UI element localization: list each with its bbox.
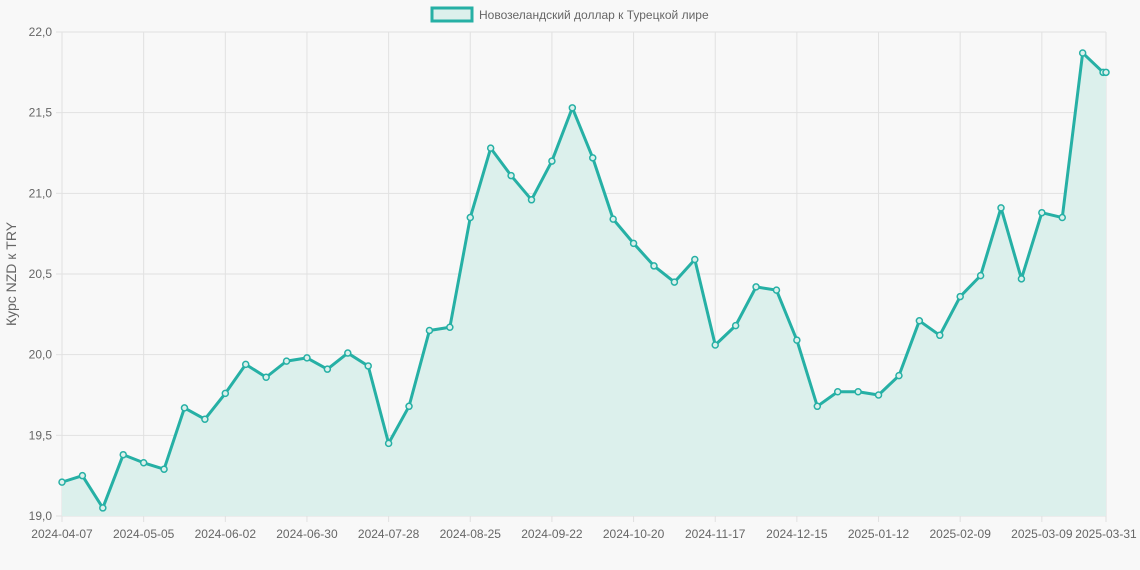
data-point[interactable] — [303, 354, 311, 362]
data-point[interactable] — [976, 271, 985, 280]
data-point[interactable] — [874, 391, 883, 399]
y-tick-label: 21,0 — [29, 186, 53, 200]
series-area — [62, 52, 1106, 516]
x-tick-label: 2025-03-31 — [1075, 527, 1137, 541]
x-tick-label: 2024-09-22 — [521, 527, 583, 541]
data-point[interactable] — [956, 292, 964, 301]
data-point[interactable] — [813, 402, 822, 411]
y-tick-label: 20,0 — [29, 348, 53, 362]
data-point[interactable] — [1078, 49, 1087, 57]
y-axis-title: Курс NZD к TRY — [3, 221, 19, 326]
data-point[interactable] — [384, 439, 393, 448]
data-point[interactable] — [936, 331, 944, 340]
data-point[interactable] — [895, 371, 903, 380]
data-point[interactable] — [629, 239, 638, 248]
data-point[interactable] — [446, 323, 454, 331]
x-tick-label: 2024-11-17 — [685, 527, 746, 541]
data-point[interactable] — [405, 402, 413, 411]
data-point[interactable] — [262, 373, 270, 382]
data-point[interactable] — [282, 357, 291, 365]
data-point[interactable] — [1102, 68, 1110, 77]
data-point[interactable] — [466, 213, 475, 222]
data-point[interactable] — [548, 157, 556, 165]
data-point[interactable] — [507, 171, 515, 180]
data-point[interactable] — [609, 215, 617, 223]
data-point[interactable] — [139, 459, 148, 467]
data-point[interactable] — [201, 415, 209, 423]
data-point[interactable] — [160, 465, 168, 473]
data-point[interactable] — [711, 341, 719, 349]
data-point[interactable] — [241, 360, 250, 369]
data-point[interactable] — [1038, 208, 1046, 217]
x-tick-label: 2025-01-12 — [848, 527, 910, 541]
data-point[interactable] — [221, 389, 230, 398]
data-point[interactable] — [486, 144, 495, 152]
y-axis-ticks: 19,0 19,5 20,0 20,5 21,0 21,5 22,0 — [29, 25, 53, 523]
data-point[interactable] — [915, 317, 924, 325]
x-tick-label: 2024-06-30 — [276, 527, 338, 541]
data-point[interactable] — [854, 388, 862, 396]
data-point[interactable] — [833, 388, 842, 396]
x-axis-ticks: 2024-04-07 2024-05-05 2024-06-02 2024-06-30… — [31, 527, 1137, 541]
legend-swatch[interactable] — [430, 6, 474, 23]
x-tick-label: 2024-12-15 — [766, 527, 828, 541]
legend-label[interactable]: Новозеландский доллар к Турецкой лире — [479, 8, 709, 22]
data-point[interactable] — [344, 349, 352, 357]
data-point[interactable] — [99, 504, 107, 512]
data-point[interactable] — [180, 404, 189, 412]
y-tick-label: 22,0 — [29, 25, 53, 39]
x-tick-label: 2025-03-09 — [1011, 527, 1073, 541]
y-tick-label: 19,5 — [29, 428, 53, 442]
y-tick-label: 20,5 — [29, 267, 53, 281]
y-tick-label: 21,5 — [29, 106, 53, 120]
data-point[interactable] — [1058, 213, 1067, 222]
legend[interactable]: Новозеландский доллар к Турецкой лире — [430, 6, 709, 23]
data-point[interactable] — [78, 471, 87, 480]
x-tick-label: 2025-02-09 — [929, 527, 991, 541]
data-point[interactable] — [323, 365, 332, 373]
y-tick-label: 19,0 — [29, 509, 53, 523]
x-tick-label: 2024-10-20 — [603, 527, 665, 541]
data-point[interactable] — [772, 286, 781, 294]
data-point[interactable] — [650, 262, 658, 270]
points-layer — [58, 49, 1110, 512]
data-point[interactable] — [997, 204, 1005, 212]
data-point[interactable] — [527, 196, 536, 204]
data-point[interactable] — [588, 154, 597, 162]
data-point[interactable] — [752, 283, 760, 291]
data-point[interactable] — [731, 321, 740, 330]
data-point[interactable] — [1017, 275, 1026, 283]
data-point[interactable] — [425, 326, 434, 335]
x-tick-label: 2024-08-25 — [440, 527, 502, 541]
data-point[interactable] — [364, 362, 372, 370]
x-tick-label: 2024-05-05 — [113, 527, 175, 541]
data-point[interactable] — [691, 255, 699, 264]
data-point[interactable] — [58, 478, 66, 486]
x-tick-label: 2024-07-28 — [358, 527, 420, 541]
x-tick-label: 2024-06-02 — [195, 527, 257, 541]
data-point[interactable] — [670, 278, 679, 286]
area-layer — [62, 52, 1106, 516]
data-point[interactable] — [568, 104, 577, 112]
data-point[interactable] — [793, 336, 801, 344]
x-tick-label: 2024-04-07 — [31, 527, 93, 541]
data-point[interactable] — [119, 450, 127, 459]
